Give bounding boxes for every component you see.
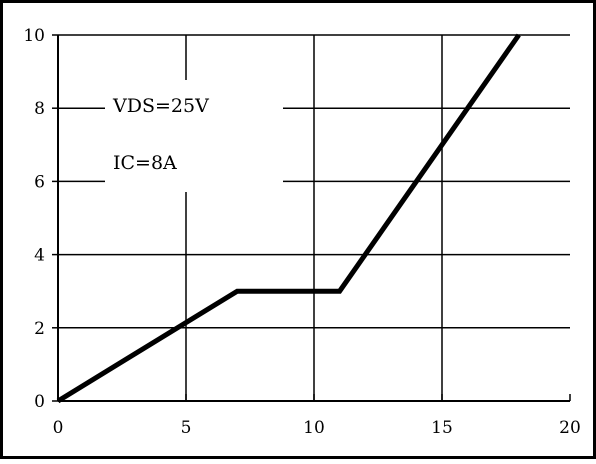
series-line — [56, 33, 521, 404]
x-tick-label: 5 — [181, 418, 192, 438]
y-tick-label: 8 — [34, 99, 45, 119]
x-tick-label: 0 — [53, 418, 64, 438]
x-tick-label: 10 — [303, 418, 325, 438]
y-tick-label: 4 — [34, 246, 45, 266]
annotation-ic: IC=8A — [113, 152, 177, 174]
y-tick-label: 10 — [23, 26, 45, 46]
y-tick-label: 6 — [34, 172, 45, 192]
x-tick-label: 20 — [559, 418, 581, 438]
series-layer — [56, 33, 521, 404]
x-tick-label: 15 — [431, 418, 453, 438]
annotation-backdrop — [105, 80, 283, 192]
axis-layer: 0 2 4 6 8 10 0 5 10 15 20 — [23, 26, 580, 438]
annotation-layer: VDS=25V IC=8A — [105, 80, 283, 192]
y-tick-label: 0 — [34, 392, 45, 412]
y-tick-label: 2 — [34, 319, 45, 339]
annotation-vds: VDS=25V — [112, 95, 209, 117]
